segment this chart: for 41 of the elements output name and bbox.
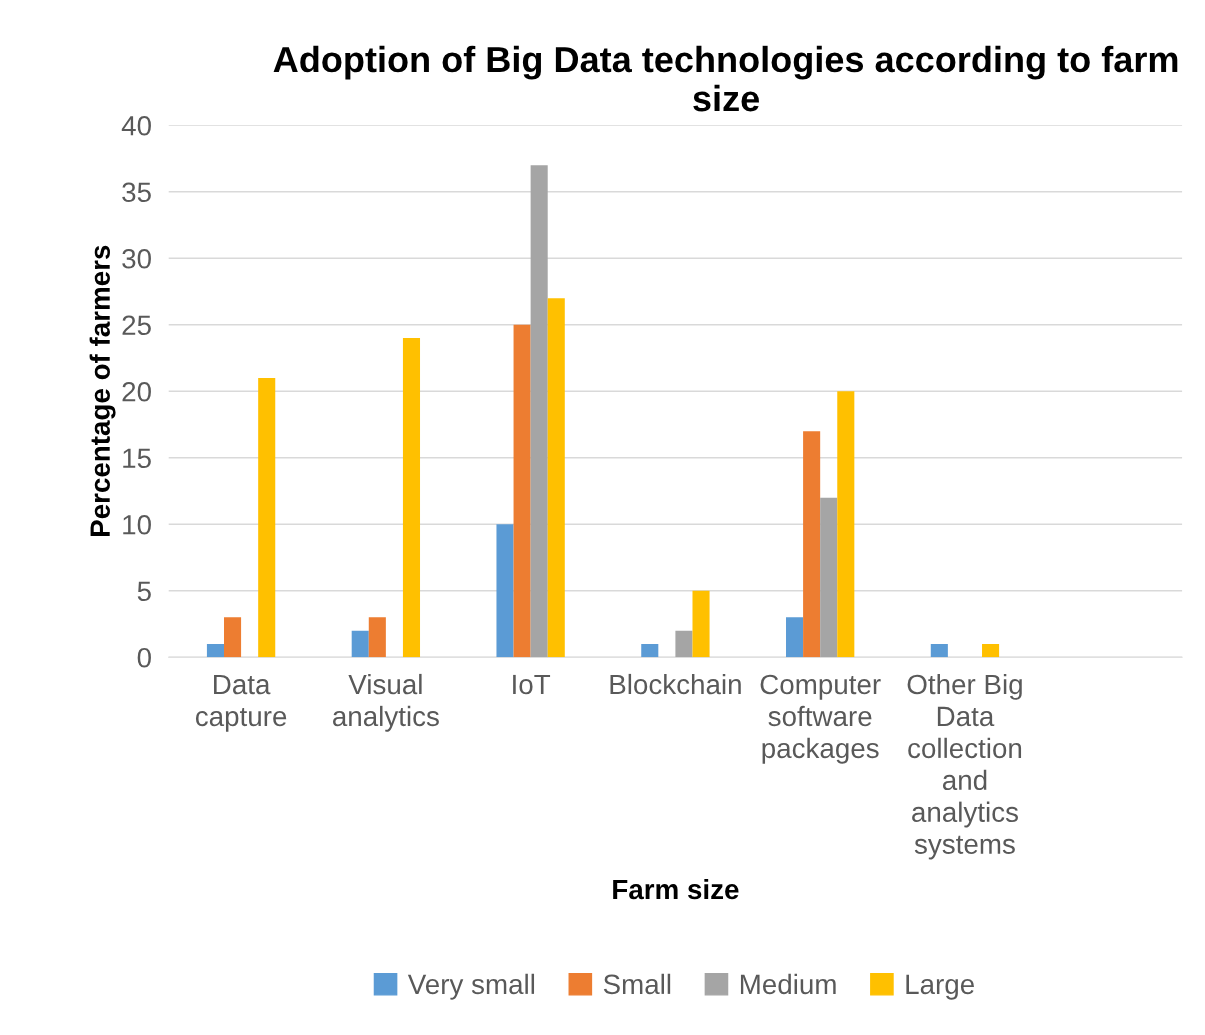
legend-label: Very small <box>407 973 535 1000</box>
bar <box>206 643 224 658</box>
bar <box>641 643 659 658</box>
x-axis-title: Farm size <box>613 878 739 900</box>
y-tick-label: 5 <box>137 581 151 602</box>
y-tick-label: 15 <box>123 448 151 469</box>
y-tick-label: 10 <box>123 514 151 535</box>
bar <box>786 617 804 658</box>
bar <box>513 324 531 658</box>
x-tick-label: IoT <box>513 674 551 695</box>
y-tick-label: 35 <box>122 182 151 203</box>
bar <box>547 298 565 658</box>
bar <box>402 338 421 658</box>
bar <box>368 617 386 658</box>
x-tick-label: Data capture <box>195 674 287 732</box>
y-tick-label: 20 <box>122 381 151 402</box>
legend-label: Medium <box>740 973 836 995</box>
chart-title: Adoption of Big Data technologies according to farm size <box>273 45 1178 112</box>
bar <box>930 643 948 658</box>
bar <box>982 643 1000 658</box>
bar <box>258 377 276 658</box>
y-axis-title: Percentage of farmers <box>89 245 116 537</box>
bar <box>224 617 242 658</box>
y-tick-label: 0 <box>137 647 151 668</box>
y-tick-label: 30 <box>122 248 151 269</box>
bar <box>530 165 548 658</box>
x-tick-label: Visual analytics <box>333 673 439 732</box>
bar <box>820 497 838 658</box>
legend-label: Small <box>603 973 671 995</box>
bar <box>692 590 710 658</box>
x-tick-label: Computer software packages <box>760 674 881 764</box>
bar <box>496 524 514 658</box>
bar <box>837 391 855 658</box>
bar <box>351 630 369 658</box>
bar <box>803 431 821 658</box>
y-tick-label: 25 <box>122 315 151 336</box>
legend-label: Large <box>906 974 974 1000</box>
y-tick-label: 40 <box>121 115 151 136</box>
bar <box>675 630 693 658</box>
x-tick-label: Blockchain <box>610 673 741 695</box>
x-tick-label: Other Big Data collection and analytics systems <box>907 673 1022 860</box>
